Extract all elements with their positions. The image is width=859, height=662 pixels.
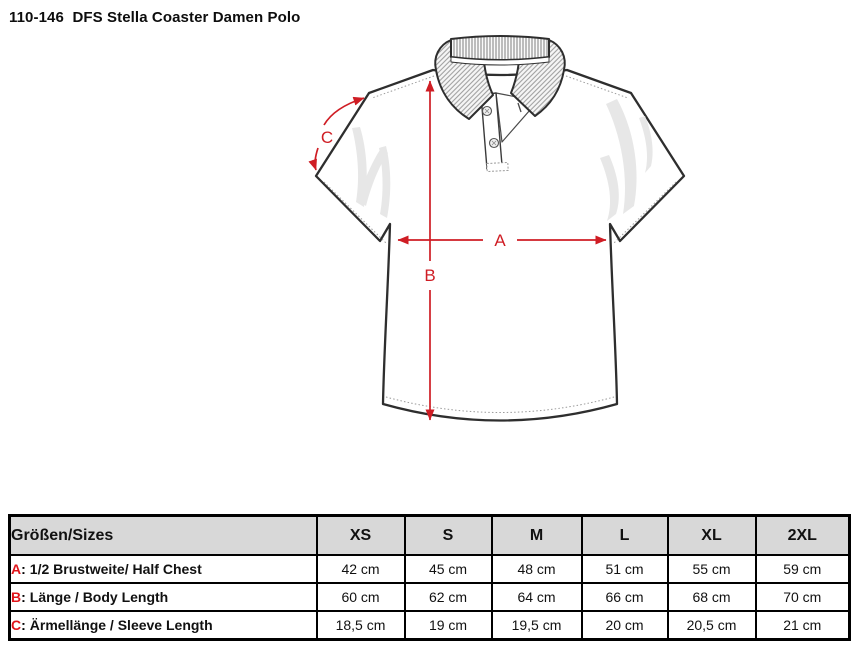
measure-label-c: C <box>321 128 333 147</box>
value-cell: 48 cm <box>490 554 583 584</box>
size-table: Größen/Sizes XS S M L XL 2XL A: 1/2 Brust… <box>8 514 851 641</box>
measure-arrow-c-upper <box>323 96 365 126</box>
fold-shading-right <box>600 99 653 221</box>
value-cell: 60 cm <box>315 582 406 612</box>
collar <box>434 35 566 120</box>
measure-label-a: A <box>494 231 506 250</box>
size-table-header-row: Größen/Sizes XS S M L XL 2XL <box>8 514 851 556</box>
measure-arrow-c-lower <box>308 147 319 171</box>
value-cell: 21 cm <box>754 610 851 641</box>
value-cell: 66 cm <box>580 582 669 612</box>
col-header-m: M <box>490 514 583 556</box>
buttons <box>481 105 500 149</box>
value-cell: 19,5 cm <box>490 610 583 641</box>
row-key-b: B <box>11 589 22 605</box>
measure-label-b: B <box>424 266 435 285</box>
row-key-c: C <box>11 617 22 633</box>
value-cell: 55 cm <box>666 554 757 584</box>
value-cell: 68 cm <box>666 582 757 612</box>
value-cell: 45 cm <box>403 554 493 584</box>
value-cell: 62 cm <box>403 582 493 612</box>
value-cell: 19 cm <box>403 610 493 641</box>
col-header-xs: XS <box>315 514 406 556</box>
page-title: 110-146 DFS Stella Coaster Damen Polo <box>9 9 301 26</box>
col-header-2xl: 2XL <box>754 514 851 556</box>
collar-band-seam <box>450 56 550 66</box>
col-header-s: S <box>403 514 493 556</box>
measure-labels: A B C <box>321 128 506 285</box>
stitch-lines <box>323 75 677 413</box>
value-cell: 42 cm <box>315 554 406 584</box>
value-cell: 70 cm <box>754 582 851 612</box>
placket-bartack <box>486 161 509 173</box>
row-label-half-chest: A: 1/2 Brustweite/ Half Chest <box>8 554 318 584</box>
table-row-body-length: B: Länge / Body Length 60 cm 62 cm 64 cm … <box>8 582 851 612</box>
col-header-l: L <box>580 514 669 556</box>
row-key-a: A <box>11 561 22 577</box>
value-cell: 64 cm <box>490 582 583 612</box>
table-row-sleeve-length: C: Ärmellänge / Sleeve Length 18,5 cm 19 … <box>8 610 851 641</box>
table-row-half-chest: A: 1/2 Brustweite/ Half Chest 42 cm 45 cm… <box>8 554 851 584</box>
buttonhole-mark <box>517 102 522 113</box>
value-cell: 20,5 cm <box>666 610 757 641</box>
value-cell: 18,5 cm <box>315 610 406 641</box>
collar-band <box>450 35 550 61</box>
col-header-xl: XL <box>666 514 757 556</box>
row-label-sleeve-length: C: Ärmellänge / Sleeve Length <box>8 610 318 641</box>
value-cell: 51 cm <box>580 554 669 584</box>
polo-shirt-diagram: A B C <box>308 35 686 422</box>
measure-arrows <box>308 80 607 421</box>
table-corner-header: Größen/Sizes <box>8 514 318 556</box>
fold-shading-left <box>352 127 391 218</box>
row-label-body-length: B: Länge / Body Length <box>8 582 318 612</box>
value-cell: 20 cm <box>580 610 669 641</box>
value-cell: 59 cm <box>754 554 851 584</box>
